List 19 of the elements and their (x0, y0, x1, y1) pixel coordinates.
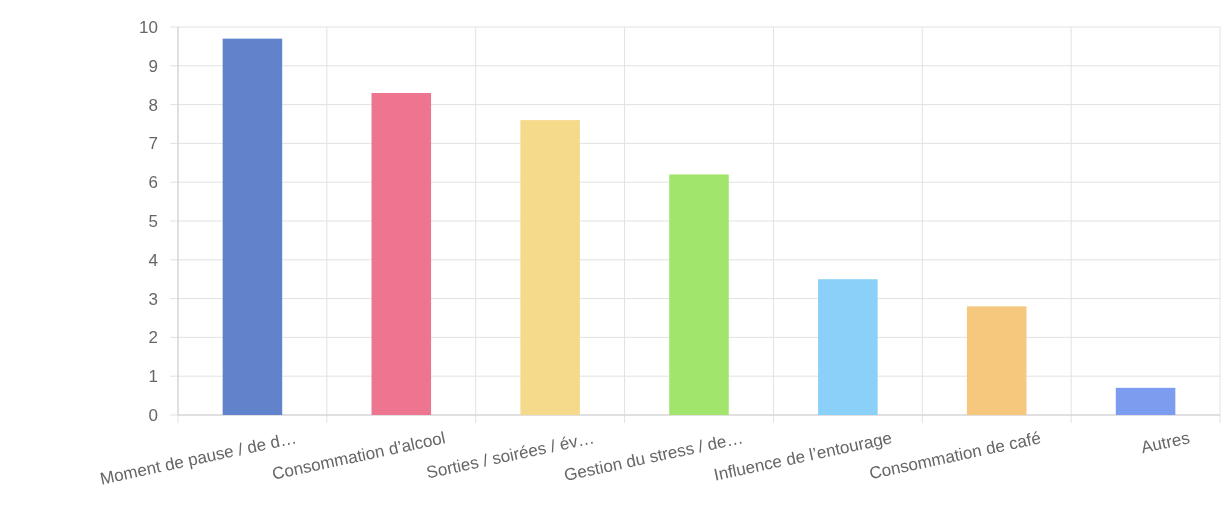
y-tick-label: 6 (148, 173, 158, 193)
bar (818, 279, 878, 415)
bar (371, 92, 432, 415)
y-tick-label: 8 (148, 95, 158, 115)
y-tick-label: 2 (148, 328, 158, 348)
bar (966, 306, 1027, 415)
bar (1115, 387, 1176, 415)
y-tick-label: 4 (148, 250, 158, 270)
bar (669, 174, 729, 415)
y-tick-label: 5 (148, 211, 158, 231)
x-tick-label: Autres (1139, 428, 1192, 458)
y-tick-label: 3 (148, 289, 158, 309)
bar (222, 38, 283, 415)
y-tick-label: 1 (148, 367, 158, 387)
y-tick-label: 7 (148, 134, 158, 154)
y-tick-label: 10 (139, 17, 158, 37)
bar (520, 120, 580, 415)
y-tick-label: 9 (148, 56, 158, 76)
y-tick-label: 0 (148, 405, 158, 425)
